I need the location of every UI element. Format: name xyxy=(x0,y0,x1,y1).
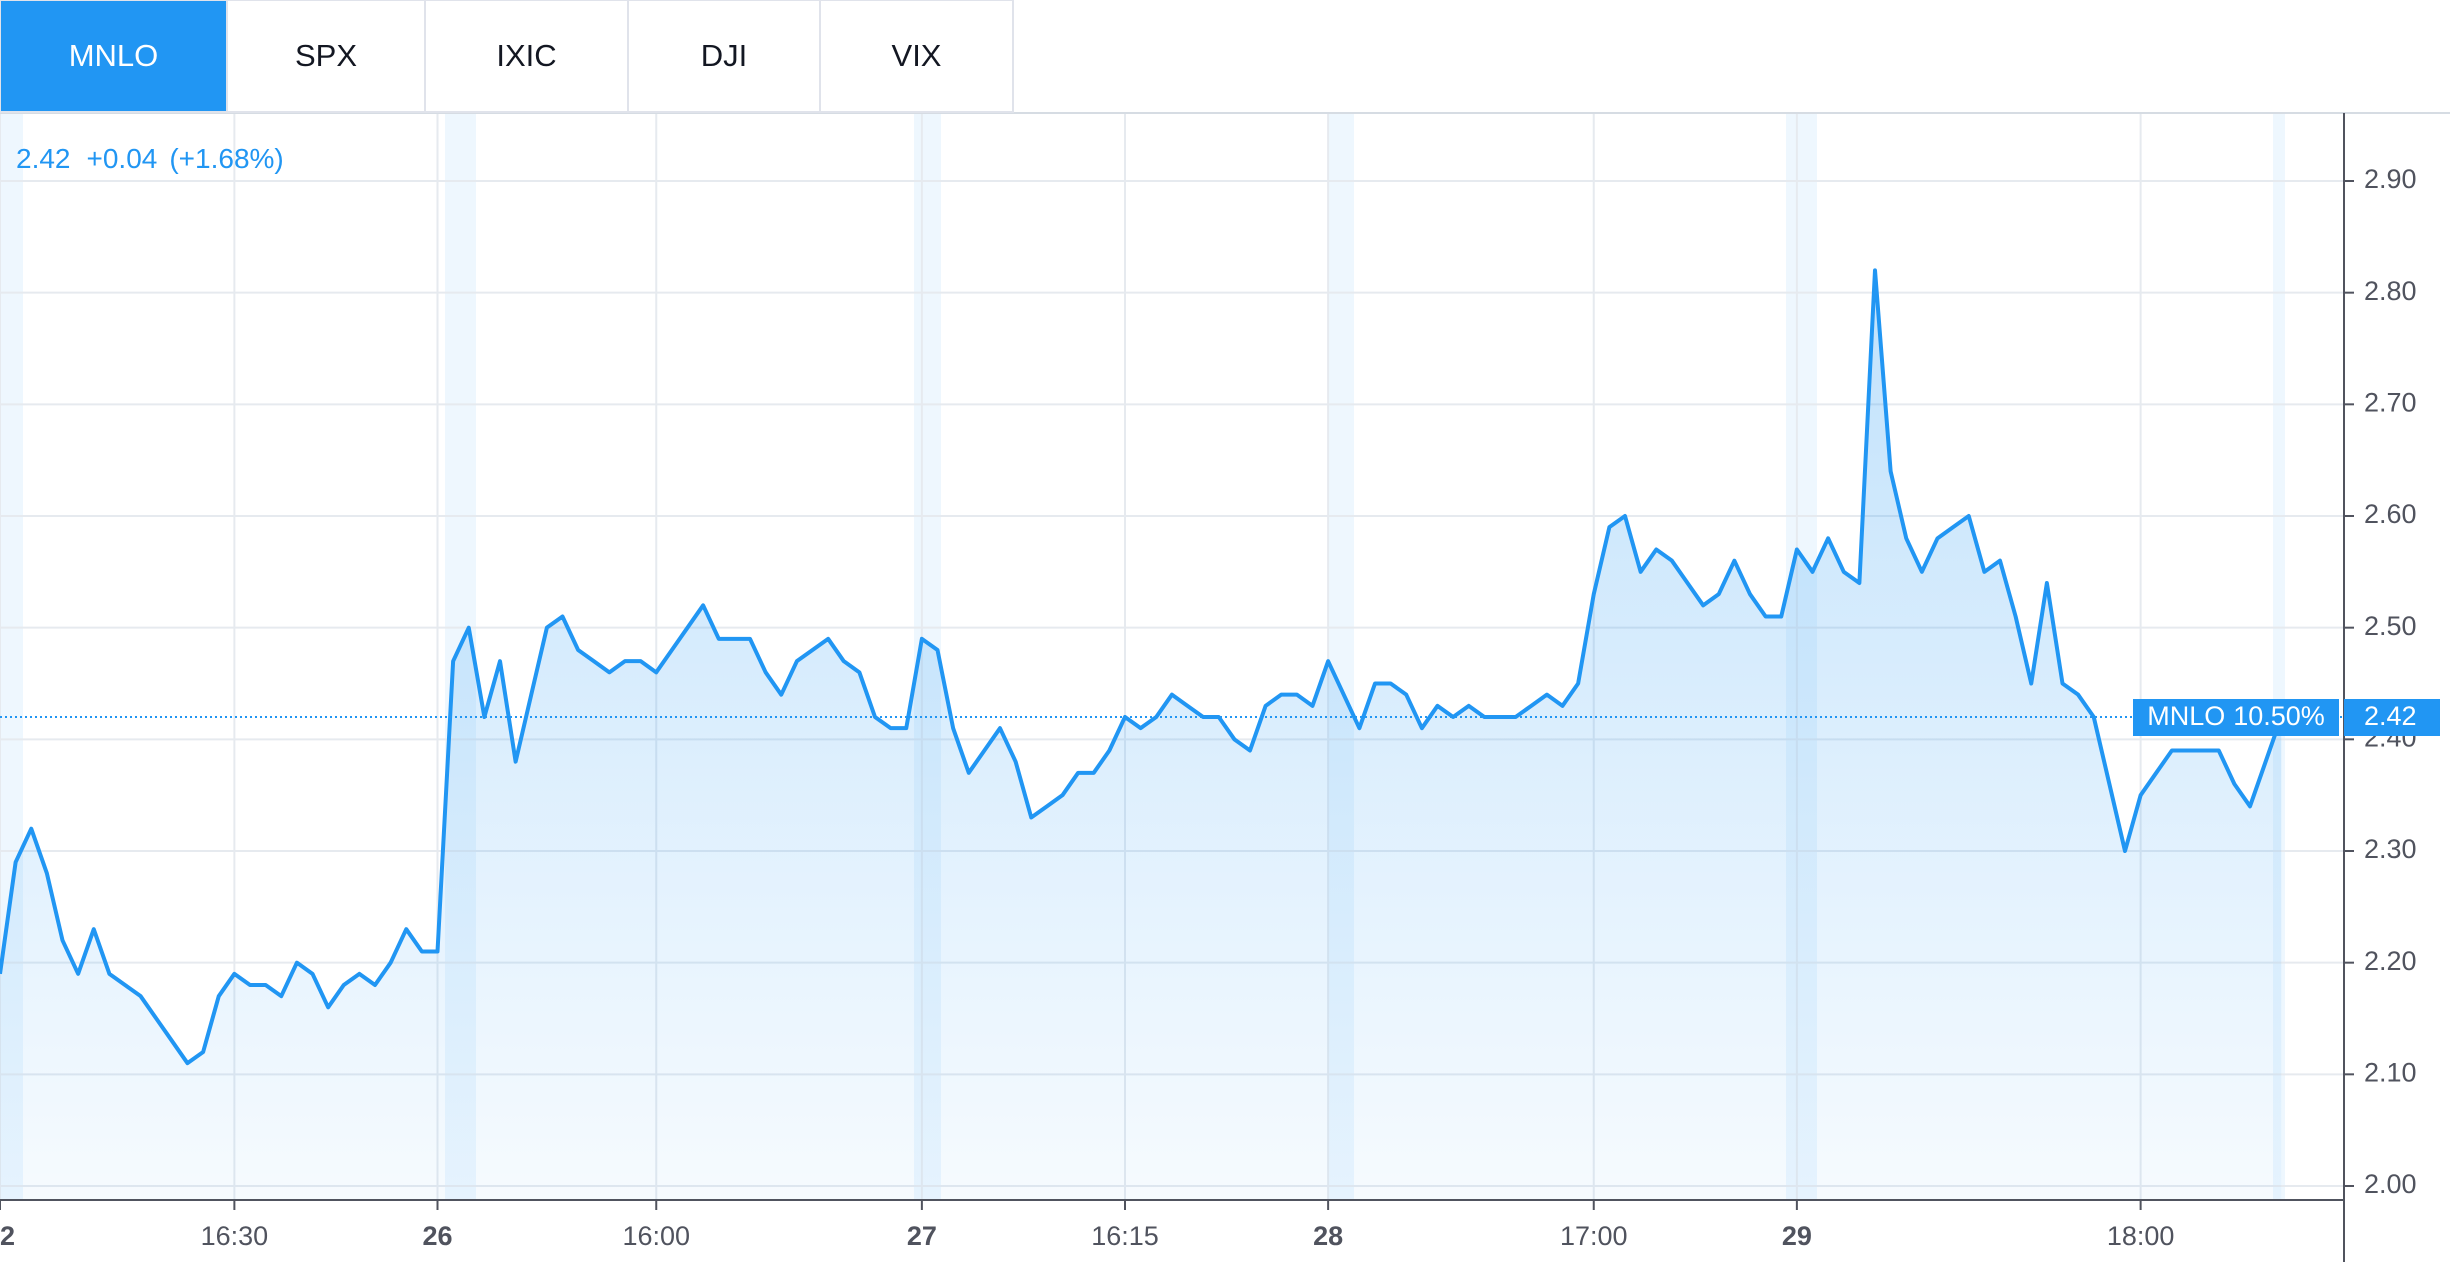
y-tick-label: 2.00 xyxy=(2364,1169,2417,1199)
series-tag-box xyxy=(2133,699,2339,736)
tab[interactable] xyxy=(819,0,1014,113)
series-change: 10.50% xyxy=(2233,701,2325,731)
price-tag: 2.42 xyxy=(2364,701,2417,731)
y-tick-label: 2.50 xyxy=(2364,611,2417,641)
y-tick-label: 2.20 xyxy=(2364,946,2417,976)
y-tick-label: 2.30 xyxy=(2364,834,2417,864)
tab-label[interactable]: MNLO xyxy=(69,38,159,73)
tab[interactable] xyxy=(627,0,821,113)
x-tick-label: 17:00 xyxy=(1560,1221,1628,1251)
series-tag: MNLO 10.50% xyxy=(2147,701,2325,731)
y-tick-label: 2.90 xyxy=(2364,164,2417,194)
tab-label[interactable]: SPX xyxy=(295,38,357,73)
x-tick-label: 29 xyxy=(1782,1221,1812,1251)
x-tick-label: 18:00 xyxy=(2107,1221,2175,1251)
x-tick-label: 16:30 xyxy=(201,1221,269,1251)
area xyxy=(0,270,2282,1201)
header-quote: 2.42 +0.04 (+1.68%) xyxy=(16,143,284,174)
x-tick-label: 26 xyxy=(422,1221,452,1251)
y-tick-label: 2.10 xyxy=(2364,1057,2417,1087)
x-tick-label: 27 xyxy=(907,1221,937,1251)
tab-label[interactable]: IXIC xyxy=(496,38,556,73)
x-tick-label: 28 xyxy=(1313,1221,1343,1251)
last-price: 2.42 xyxy=(16,143,71,174)
price-tag-box xyxy=(2344,699,2440,736)
y-tick-label: 2.60 xyxy=(2364,499,2417,529)
percent-change: (+1.68%) xyxy=(169,143,283,174)
y-tick-label: 2.80 xyxy=(2364,276,2417,306)
x-tick-label: 16:00 xyxy=(622,1221,690,1251)
series-name: MNLO xyxy=(2147,701,2225,731)
tab[interactable] xyxy=(0,0,228,113)
price-change: +0.04 xyxy=(87,143,158,174)
line xyxy=(0,268,2284,1066)
tab-label[interactable]: DJI xyxy=(701,38,748,73)
x-tick-label: 16:15 xyxy=(1091,1221,1159,1251)
x-tick-label: 22 xyxy=(0,1221,15,1251)
tab[interactable] xyxy=(424,0,629,113)
tab-label[interactable]: VIX xyxy=(892,38,942,73)
y-tick-label: 2.70 xyxy=(2364,387,2417,417)
